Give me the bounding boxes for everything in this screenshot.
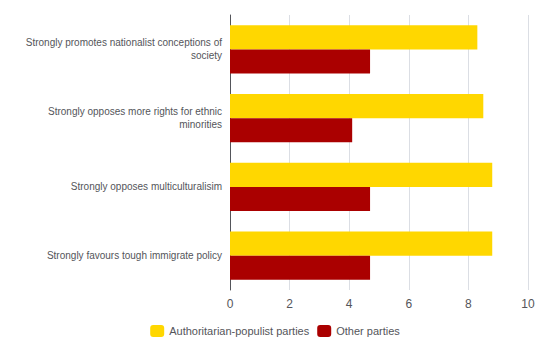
svg-text:8: 8 (465, 297, 472, 311)
svg-text:minorities: minorities (179, 119, 222, 130)
svg-text:2: 2 (286, 297, 293, 311)
svg-text:society: society (191, 50, 222, 61)
svg-text:Other parties: Other parties (336, 325, 400, 337)
svg-text:4: 4 (346, 297, 353, 311)
svg-text:Authoritarian-populist parties: Authoritarian-populist parties (169, 325, 310, 337)
svg-text:Strongly favours tough immigra: Strongly favours tough immigrate policy (47, 250, 222, 261)
svg-text:10: 10 (521, 297, 535, 311)
svg-text:0: 0 (227, 297, 234, 311)
svg-text:Strongly promotes nationalist: Strongly promotes nationalist conception… (26, 37, 222, 48)
svg-text:6: 6 (405, 297, 412, 311)
svg-text:Strongly opposes more rights f: Strongly opposes more rights for ethnic (48, 106, 222, 117)
svg-text:Strongly opposes multicultural: Strongly opposes multiculturalisim (71, 181, 222, 192)
